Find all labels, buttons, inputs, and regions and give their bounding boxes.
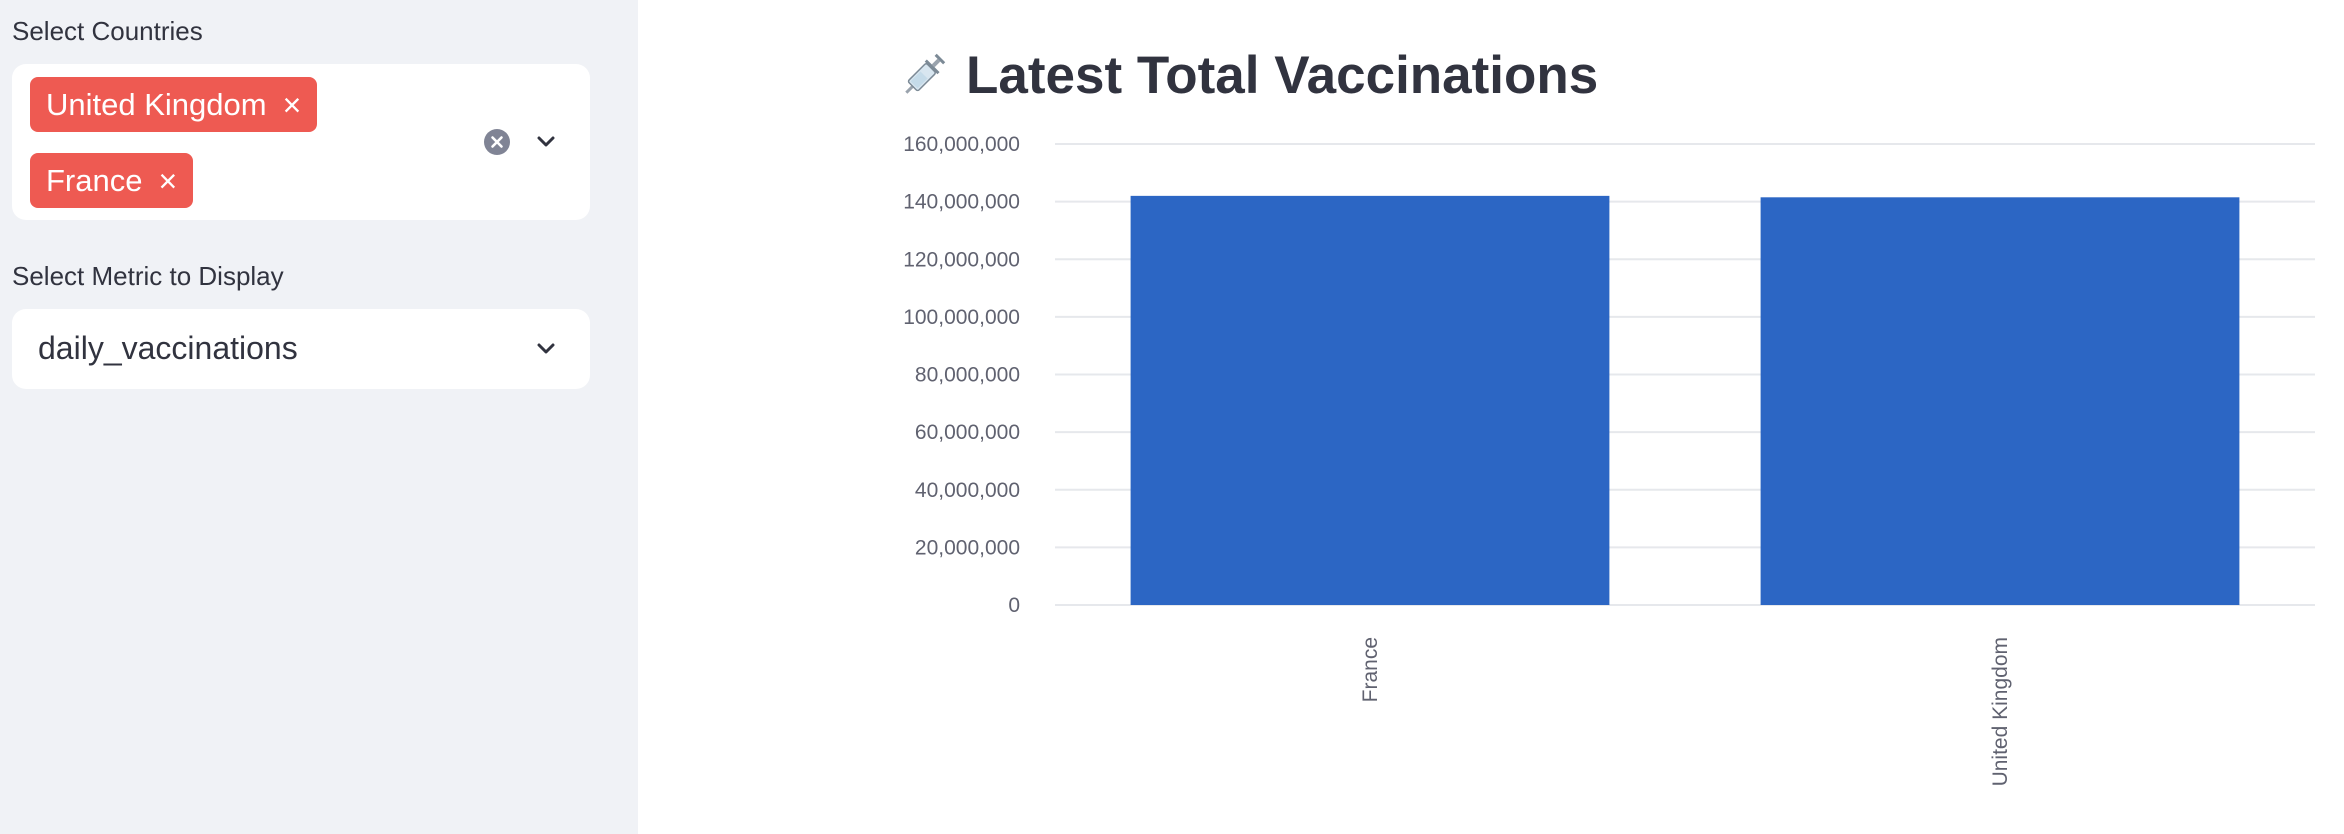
x-tick-label: France [1359, 637, 1382, 702]
country-tag-label: France [46, 163, 143, 198]
bar-france[interactable] [1130, 195, 1610, 606]
y-tick-label: 40,000,000 [915, 479, 1020, 502]
y-tick-label: 0 [1008, 594, 1020, 617]
clear-all-icon[interactable] [484, 129, 510, 155]
x-axis: France United Kingdom [1359, 637, 2012, 786]
metric-select[interactable]: daily_vaccinations [12, 309, 590, 389]
bar-united-kingdom[interactable] [1760, 197, 2240, 605]
syringe-icon [905, 53, 946, 94]
y-tick-label: 100,000,000 [903, 306, 1020, 329]
chevron-down-icon[interactable] [537, 133, 555, 151]
metric-label: Select Metric to Display [12, 261, 284, 291]
page-title-text: Latest Total Vaccinations [966, 45, 1599, 105]
sidebar: Select Countries United Kingdom × France… [0, 0, 638, 834]
y-tick-label: 120,000,000 [903, 248, 1020, 271]
chart-bars [1130, 195, 2240, 606]
y-tick-label: 160,000,000 [903, 133, 1020, 156]
y-tick-label: 60,000,000 [915, 421, 1020, 444]
page-title: Latest Total Vaccinations [896, 40, 1598, 110]
remove-united-kingdom-button[interactable]: × [282, 86, 302, 123]
bar-chart: 0 20,000,000 40,000,000 60,000,000 80,000,00… [903, 133, 2315, 786]
remove-france-button[interactable]: × [158, 162, 178, 199]
y-tick-label: 140,000,000 [903, 191, 1020, 214]
countries-label: Select Countries [12, 16, 203, 46]
countries-multiselect[interactable]: United Kingdom × France × [12, 64, 590, 220]
y-axis: 0 20,000,000 40,000,000 60,000,000 80,000,00… [903, 133, 1020, 617]
country-tag-france: France × [30, 153, 194, 208]
chevron-down-icon[interactable] [537, 340, 555, 358]
metric-select-value: daily_vaccinations [38, 330, 298, 366]
y-tick-label: 80,000,000 [915, 364, 1020, 387]
country-tag-label: United Kingdom [46, 87, 267, 122]
x-tick-label: United Kingdom [1989, 637, 2012, 786]
y-tick-label: 20,000,000 [915, 536, 1020, 559]
country-tag-united-kingdom: United Kingdom × [30, 77, 318, 132]
